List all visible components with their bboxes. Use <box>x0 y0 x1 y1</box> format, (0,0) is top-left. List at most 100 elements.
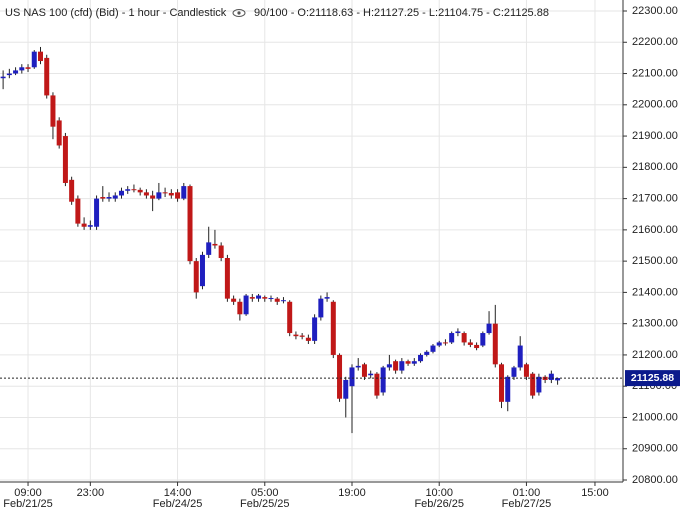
x-tick-label: 05:00 <box>251 487 279 499</box>
candle-body <box>405 361 411 364</box>
y-tick-label: 22200.00 <box>632 36 678 48</box>
y-tick-label: 21900.00 <box>632 130 678 142</box>
candle-body <box>361 364 367 377</box>
x-tick-label: 15:00 <box>581 487 609 499</box>
candle-body <box>517 345 523 368</box>
candle-body <box>355 365 361 368</box>
candle-body <box>206 242 212 255</box>
y-tick-label: 21600.00 <box>632 224 678 236</box>
candle-body <box>193 261 199 293</box>
candle-body <box>237 301 243 315</box>
candle-body <box>386 364 392 368</box>
x-tick-label: 10:00 <box>425 487 453 499</box>
candle-body <box>380 367 386 393</box>
x-tick-label: 23:00 <box>77 487 105 499</box>
candle-body <box>187 186 193 262</box>
candle-body <box>268 298 274 300</box>
candle-body <box>249 297 255 299</box>
y-tick-label: 22000.00 <box>632 99 678 111</box>
candle-body <box>150 195 156 199</box>
y-tick-label: 21000.00 <box>632 411 678 423</box>
candle-body <box>118 190 124 196</box>
date-label: Feb/25/25 <box>240 498 290 509</box>
candle-body <box>461 333 467 343</box>
candle-body <box>212 243 218 246</box>
candle-body <box>137 189 143 193</box>
candle-body <box>467 342 473 345</box>
y-tick-label: 21300.00 <box>632 318 678 330</box>
y-tick-label: 21200.00 <box>632 349 678 361</box>
candle-body <box>374 373 380 396</box>
candle-body <box>330 301 336 355</box>
candle-body <box>492 323 498 365</box>
candle-body <box>418 354 424 362</box>
candle-body <box>0 76 6 79</box>
candle-body <box>499 364 505 402</box>
chart-legend: 90/100 - O:21118.63 - H:21127.25 - L:211… <box>254 7 549 19</box>
candle-body <box>343 379 349 399</box>
candle-body <box>411 361 417 364</box>
candle-body <box>318 298 324 318</box>
candle-body <box>305 337 311 341</box>
y-tick-label: 20800.00 <box>632 474 678 486</box>
chart-title: US NAS 100 (cfd) (Bid) - 1 hour - Candle… <box>5 7 227 19</box>
candle-body <box>511 367 517 377</box>
eye-pupil <box>237 11 241 15</box>
candle-body <box>274 298 280 302</box>
y-tick-label: 22300.00 <box>632 5 678 17</box>
candle-body <box>393 361 399 371</box>
candle-body <box>112 195 118 199</box>
candle-body <box>262 297 268 299</box>
candle-body <box>62 136 68 183</box>
last-price-badge <box>625 370 680 387</box>
candle-body <box>37 51 43 62</box>
candle-body <box>555 378 561 381</box>
eye-icon <box>232 9 246 17</box>
candle-body <box>368 373 374 376</box>
y-tick-label: 21800.00 <box>632 161 678 173</box>
candle-body <box>523 364 529 377</box>
candle-body <box>175 192 181 199</box>
candle-body <box>218 245 224 259</box>
candle-body <box>19 67 25 71</box>
candle-body <box>536 376 542 393</box>
candle-body <box>131 189 137 191</box>
candle-body <box>31 51 37 68</box>
candle-body <box>280 300 286 302</box>
candle-body <box>81 223 87 227</box>
candle-body <box>156 192 162 199</box>
x-tick-label: 19:00 <box>338 487 366 499</box>
candle-body <box>293 334 299 337</box>
candle-body <box>56 120 62 146</box>
candle-body <box>430 345 436 352</box>
candle-body <box>100 197 106 199</box>
candle-body <box>13 70 19 74</box>
candle-body <box>449 333 455 343</box>
candle-body <box>287 301 293 334</box>
candle-body <box>199 254 205 287</box>
candle-body <box>399 361 405 371</box>
candle-body <box>349 367 355 387</box>
candle-body <box>224 258 230 299</box>
last-price-label: 21125.88 <box>631 372 674 384</box>
y-tick-label: 21500.00 <box>632 255 678 267</box>
candle-body <box>299 335 305 337</box>
candle-body <box>530 373 536 396</box>
candle-body <box>168 192 174 196</box>
candle-body <box>87 225 93 227</box>
candle-body <box>256 295 262 299</box>
candle-body <box>324 297 330 299</box>
grid-layer <box>0 0 623 482</box>
candle-body <box>75 198 81 224</box>
candle-body <box>162 192 168 194</box>
candle-body <box>505 376 511 402</box>
candle-body <box>143 192 149 196</box>
candle-body <box>25 67 31 69</box>
candle-body <box>442 342 448 344</box>
candle-body <box>6 73 12 76</box>
candle-body <box>69 179 75 202</box>
candle-body <box>455 331 461 334</box>
eye-outline <box>232 9 246 17</box>
